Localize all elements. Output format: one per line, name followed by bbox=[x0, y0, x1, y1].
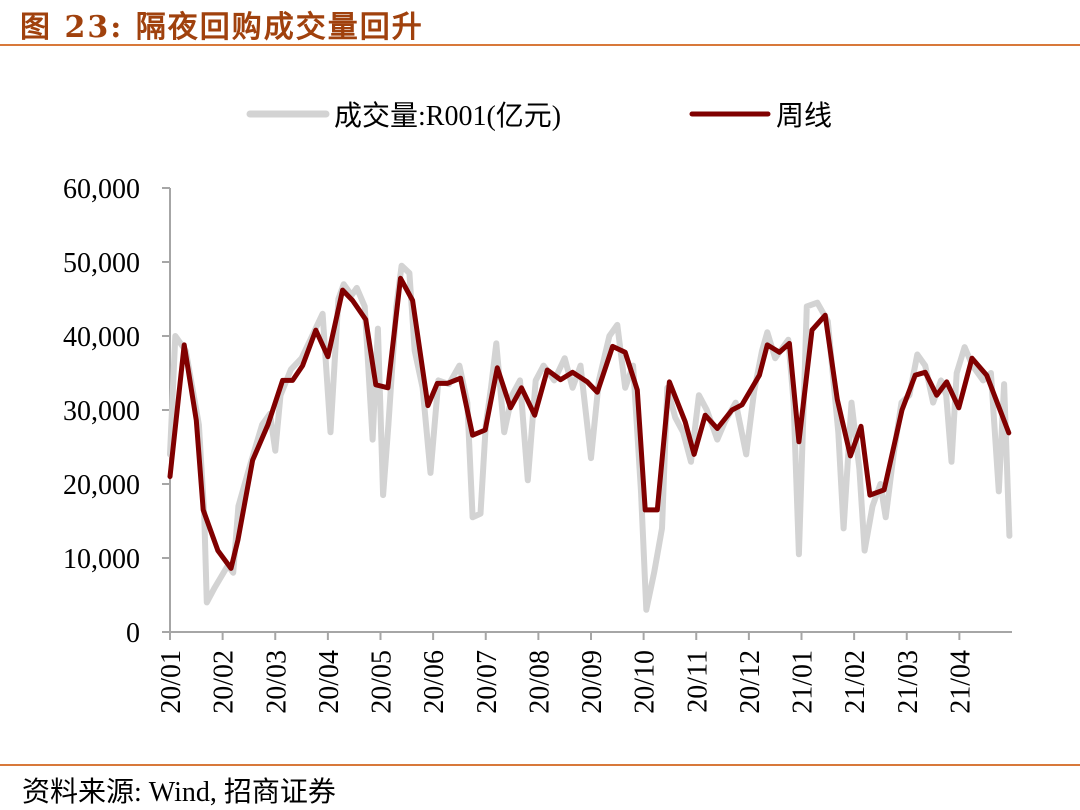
y-tick-label: 20,000 bbox=[63, 470, 140, 501]
x-tick-label: 20/06 bbox=[419, 650, 450, 714]
legend: 成交量:R001(亿元) 周线 bbox=[250, 100, 832, 132]
y-tick-label: 40,000 bbox=[63, 322, 140, 353]
y-tick-label: 10,000 bbox=[63, 544, 140, 575]
series-volume-r001 bbox=[170, 266, 1009, 610]
x-tick-label: 20/03 bbox=[261, 650, 292, 714]
y-tick-label: 30,000 bbox=[63, 396, 140, 427]
y-tick-label: 0 bbox=[126, 618, 140, 649]
x-tick-label: 20/11 bbox=[682, 650, 713, 713]
y-tick-label: 60,000 bbox=[63, 174, 140, 205]
x-tick-label: 20/02 bbox=[209, 650, 240, 714]
x-tick-label: 20/05 bbox=[367, 650, 398, 714]
x-tick-label: 20/12 bbox=[735, 650, 766, 714]
x-tick-label: 21/02 bbox=[840, 650, 871, 714]
y-tick-label: 50,000 bbox=[63, 248, 140, 279]
x-tick-label: 20/07 bbox=[472, 650, 503, 714]
x-tick-label: 20/08 bbox=[524, 650, 555, 714]
footer-divider bbox=[0, 764, 1080, 766]
x-tick-label: 20/10 bbox=[630, 650, 661, 714]
legend-label-weekly: 周线 bbox=[776, 100, 832, 132]
legend-label-volume: 成交量:R001(亿元) bbox=[334, 100, 561, 132]
x-tick-label: 20/01 bbox=[156, 650, 187, 714]
x-tick-label: 21/03 bbox=[893, 650, 924, 714]
source-note: 资料来源: Wind, 招商证券 bbox=[22, 770, 336, 810]
x-tick-label: 21/04 bbox=[945, 650, 976, 714]
x-tick-label: 20/04 bbox=[314, 650, 345, 714]
x-tick-label: 21/01 bbox=[788, 650, 819, 714]
x-tick-label: 20/09 bbox=[577, 650, 608, 714]
